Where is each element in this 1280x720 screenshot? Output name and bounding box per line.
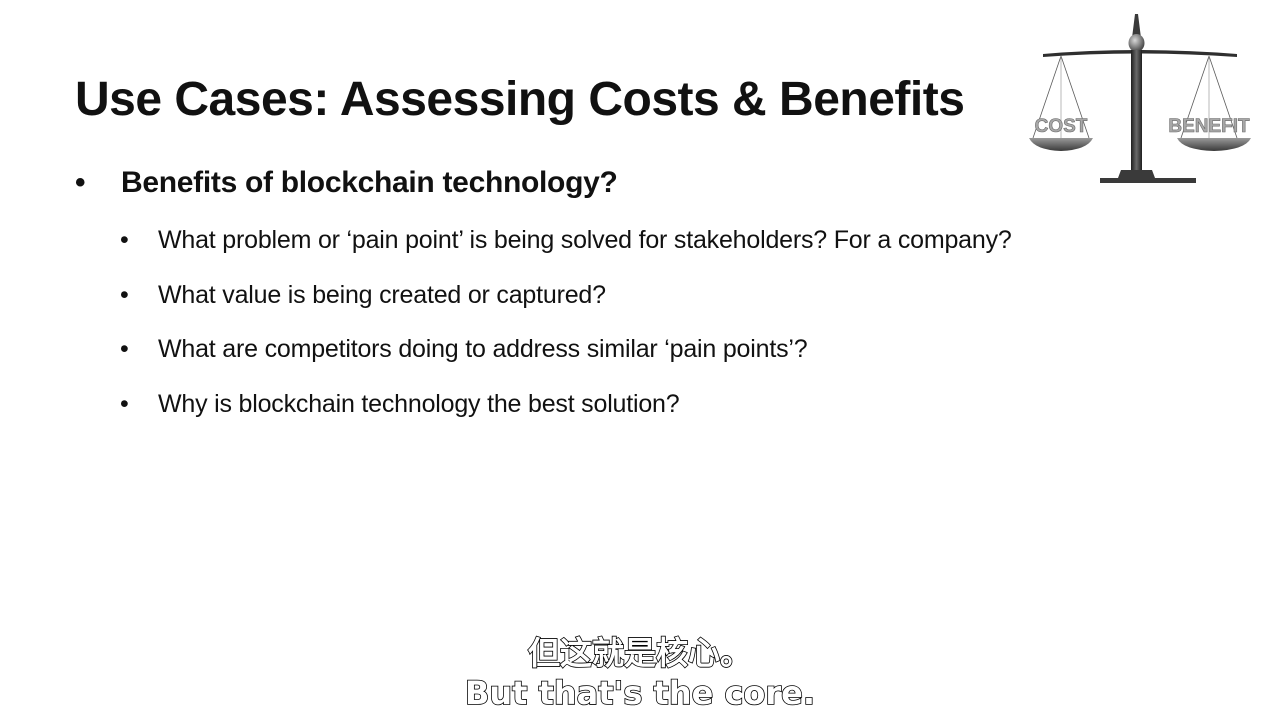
sub-bullet-text: What are competitors doing to address si… (158, 335, 808, 363)
slide-title: Use Cases: Assessing Costs & Benefits (75, 73, 965, 126)
sub-bullet-item: • Why is blockchain technology the best s… (120, 390, 1012, 445)
sub-bullet-text: What problem or ‘pain point’ is being so… (158, 226, 1012, 254)
sub-bullet-text: Why is blockchain technology the best so… (158, 389, 680, 418)
subtitle-chinese: 但这就是核心。 (527, 633, 753, 673)
main-bullet-text: Benefits of blockchain technology? (121, 166, 618, 199)
scale-benefit-label: BENEFIT (1168, 116, 1250, 137)
sub-bullet-item: • What are competitors doing to address s… (120, 335, 1012, 390)
scale-cost-label: COST (1035, 116, 1088, 137)
sub-bullet-text: What value is being created or captured? (158, 280, 606, 309)
sub-bullet-marker: • (120, 226, 129, 254)
sub-bullet-marker: • (120, 389, 129, 418)
sub-bullet-item: • What problem or ‘pain point’ is being s… (120, 226, 1012, 281)
balance-scale-icon: COST BENEFIT (1029, 14, 1251, 183)
sub-bullet-list: • What problem or ‘pain point’ is being s… (120, 226, 1012, 444)
sub-bullet-item: • What value is being created or captured… (120, 281, 1012, 336)
sub-bullet-marker: • (120, 335, 129, 363)
main-bullet-marker: • (75, 166, 86, 199)
subtitle-english: But that's the core. (464, 673, 816, 713)
sub-bullet-marker: • (120, 280, 129, 309)
main-bullet: • Benefits of blockchain technology? (75, 166, 618, 200)
